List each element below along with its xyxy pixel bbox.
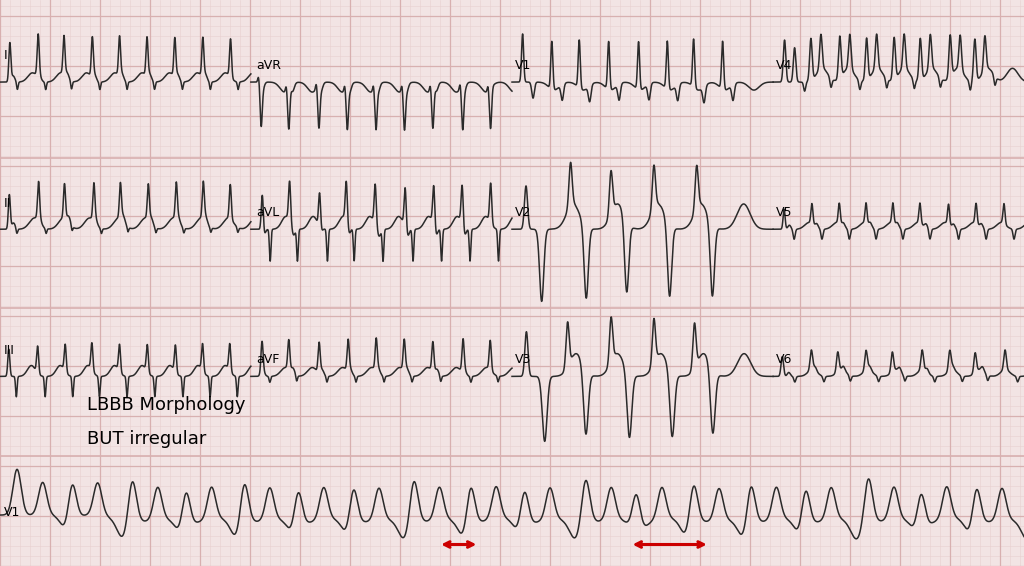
Text: III: III [4,344,15,357]
Text: LBBB Morphology: LBBB Morphology [87,396,246,414]
Text: V4: V4 [776,59,793,72]
Text: V1: V1 [515,59,531,72]
Text: V1: V1 [4,506,20,519]
Text: V5: V5 [776,206,793,219]
Text: aVL: aVL [256,206,280,219]
Text: V2: V2 [515,206,531,219]
Text: aVF: aVF [256,353,280,366]
Text: V6: V6 [776,353,793,366]
Text: V3: V3 [515,353,531,366]
Text: BUT irregular: BUT irregular [87,430,207,448]
Text: I: I [4,49,8,62]
Text: II: II [4,196,11,209]
Text: aVR: aVR [256,59,281,72]
